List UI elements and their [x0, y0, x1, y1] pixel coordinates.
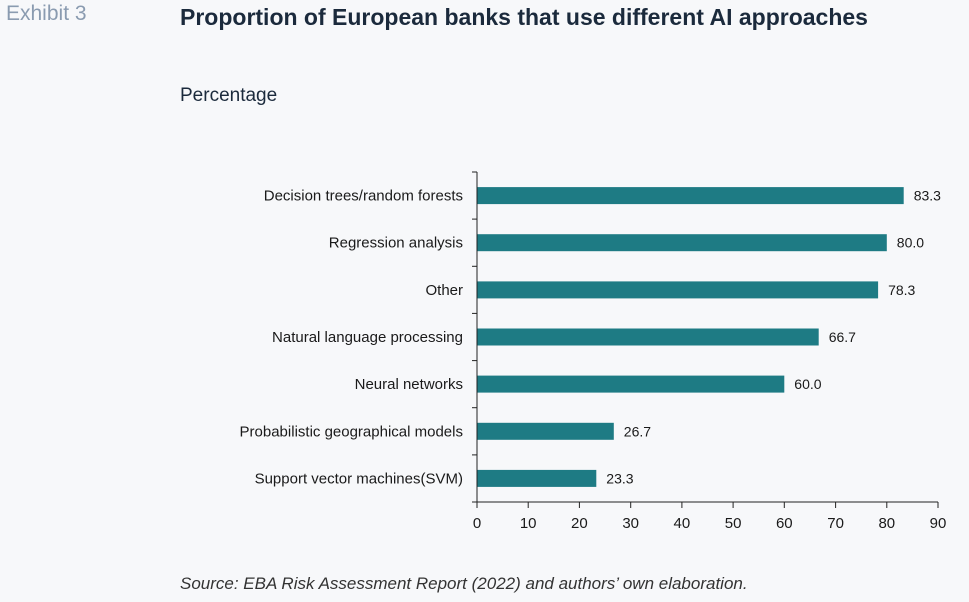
bar	[477, 187, 904, 205]
category-label: Regression analysis	[329, 235, 463, 252]
data-label: 23.3	[606, 470, 633, 486]
x-tick-label: 70	[827, 515, 844, 532]
x-tick-label: 50	[725, 515, 742, 532]
x-tick-label: 40	[674, 515, 691, 532]
x-tick-label: 0	[473, 515, 481, 532]
bar	[477, 422, 614, 440]
bar	[477, 375, 785, 393]
data-label: 60.0	[794, 376, 821, 392]
data-label: 26.7	[624, 423, 651, 439]
x-tick-label: 10	[520, 515, 537, 532]
data-label: 78.3	[888, 282, 915, 298]
x-tick-label: 80	[878, 515, 895, 532]
data-label: 83.3	[914, 188, 941, 204]
category-label: Decision trees/random forests	[264, 188, 463, 205]
category-label: Other	[425, 282, 463, 299]
bar	[477, 281, 879, 299]
data-label: 80.0	[897, 235, 924, 251]
category-label: Natural language processing	[272, 329, 463, 346]
bar	[477, 469, 597, 487]
exhibit-label: Exhibit 3	[6, 2, 87, 25]
category-label: Neural networks	[355, 376, 463, 393]
source-note: Source: EBA Risk Assessment Report (2022…	[180, 574, 748, 593]
bar	[477, 234, 887, 252]
bar	[477, 328, 819, 346]
chart-title: Proportion of European banks that use di…	[180, 4, 868, 30]
category-label: Probabilistic geographical models	[240, 423, 463, 440]
x-tick-label: 60	[776, 515, 793, 532]
data-label: 66.7	[829, 329, 856, 345]
category-label: Support vector machines(SVM)	[255, 470, 463, 487]
x-tick-label: 90	[930, 515, 947, 532]
x-tick-label: 30	[622, 515, 639, 532]
chart-subtitle: Percentage	[180, 85, 278, 106]
x-tick-label: 20	[571, 515, 588, 532]
